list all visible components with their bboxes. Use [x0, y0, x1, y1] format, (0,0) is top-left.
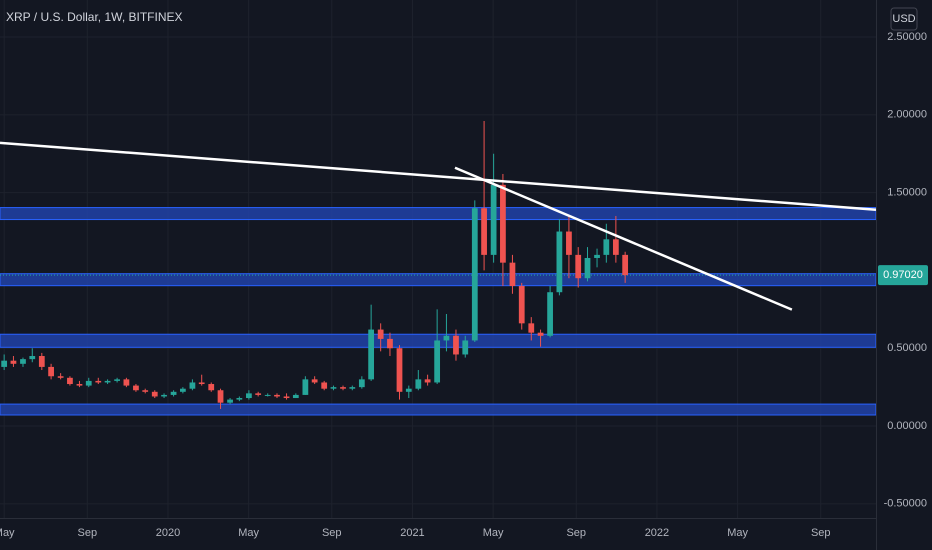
candle-body: [349, 387, 356, 389]
candle-body: [57, 376, 64, 378]
x-tick-label: 2022: [645, 527, 669, 539]
trendline: [454, 166, 793, 311]
chart-title: XRP / U.S. Dollar, 1W, BITFINEX: [6, 10, 183, 24]
candle-body: [227, 399, 233, 403]
x-tick-label: 2021: [400, 527, 424, 539]
x-tick-label: Sep: [77, 527, 97, 539]
candle-body: [321, 382, 328, 389]
x-tick-label: May: [727, 527, 748, 539]
candle-body: [518, 285, 525, 324]
candle-body: [264, 394, 271, 396]
last-price-label: 0.97020: [883, 269, 923, 281]
candle-body: [566, 231, 572, 255]
candle-body: [471, 208, 478, 341]
candle-body: [48, 366, 54, 377]
candle-body: [114, 379, 120, 381]
y-tick-label: 0.00000: [887, 420, 927, 432]
candle-body: [311, 379, 318, 383]
y-tick-label: 0.50000: [887, 342, 927, 354]
candle-body: [151, 391, 158, 397]
x-tick-label: May: [483, 527, 504, 539]
candle-body: [38, 356, 45, 367]
x-tick-label: Sep: [566, 527, 586, 539]
candle-body: [500, 184, 506, 263]
candle-body: [85, 380, 92, 386]
candle-body: [1, 360, 8, 367]
candle-body: [76, 384, 83, 386]
candle-body: [377, 329, 384, 339]
candle-body: [340, 387, 346, 389]
candle-body: [594, 254, 600, 258]
support-zone: [0, 207, 876, 221]
y-tick-label: 2.50000: [887, 31, 927, 43]
candle-body: [292, 394, 299, 399]
candle-body: [170, 391, 177, 395]
candle-body: [274, 394, 280, 397]
candle-body: [537, 332, 544, 336]
candle-body: [622, 254, 629, 276]
currency-box[interactable]: [890, 7, 918, 31]
candle-body: [405, 388, 412, 392]
axes: 2.50000 2.00000 1.50000 0.50000 0.00000 -0.50…: [0, 31, 928, 539]
candle-body: [584, 257, 591, 279]
candle-body: [67, 377, 73, 385]
candle-body: [575, 254, 582, 279]
candle-body: [95, 380, 102, 383]
support-zone: [0, 403, 876, 416]
support-zone: [0, 273, 876, 287]
last-price-tag: [878, 265, 928, 286]
candle-body: [424, 379, 431, 383]
candle-body: [330, 387, 337, 389]
candle-body: [396, 348, 403, 392]
candle-body: [415, 379, 422, 389]
candle-body: [434, 340, 441, 383]
candle-body: [453, 335, 459, 355]
trendline: [0, 141, 876, 211]
candle-body: [179, 388, 186, 392]
candle-body: [547, 292, 553, 336]
x-tick-label: Sep: [811, 527, 831, 539]
candle-body: [358, 379, 365, 388]
candle-body: [123, 379, 130, 386]
y-tick-label: 1.50000: [887, 187, 927, 199]
candle-body: [490, 184, 497, 255]
candle-body: [603, 239, 610, 255]
candle-body: [612, 239, 619, 255]
candle-body: [255, 393, 262, 395]
candle-body: [10, 360, 17, 364]
candle-body: [283, 396, 290, 399]
candle-body: [189, 382, 196, 389]
candle-body: [556, 231, 563, 293]
y-tick-label: 2.00000: [887, 109, 927, 121]
currency-label[interactable]: USD: [892, 13, 915, 25]
candle-body: [481, 208, 487, 255]
x-tick-label: Sep: [322, 527, 342, 539]
candle-body: [161, 394, 167, 397]
candle-body: [198, 382, 205, 385]
candle-body: [387, 338, 393, 349]
candle-body: [368, 329, 375, 380]
candle-body: [302, 379, 309, 395]
plot-area: [0, 121, 876, 416]
x-tick-label: 2020: [156, 527, 180, 539]
candle-body: [462, 340, 469, 355]
candle-body: [236, 398, 243, 400]
x-tick-label: May: [0, 527, 15, 539]
x-tick-label: May: [238, 527, 259, 539]
candle-body: [443, 335, 450, 341]
candle-body: [20, 359, 26, 364]
candle-body: [104, 380, 111, 383]
candle-body: [133, 385, 139, 391]
candle-body: [29, 356, 36, 360]
candle-body: [509, 262, 516, 286]
candle-body: [208, 384, 215, 391]
y-tick-label: -0.50000: [884, 498, 927, 510]
grid: [0, 0, 876, 518]
candle-body: [246, 393, 252, 399]
candle-body: [217, 390, 224, 403]
candle-body: [142, 390, 149, 392]
candle-body: [528, 323, 535, 333]
